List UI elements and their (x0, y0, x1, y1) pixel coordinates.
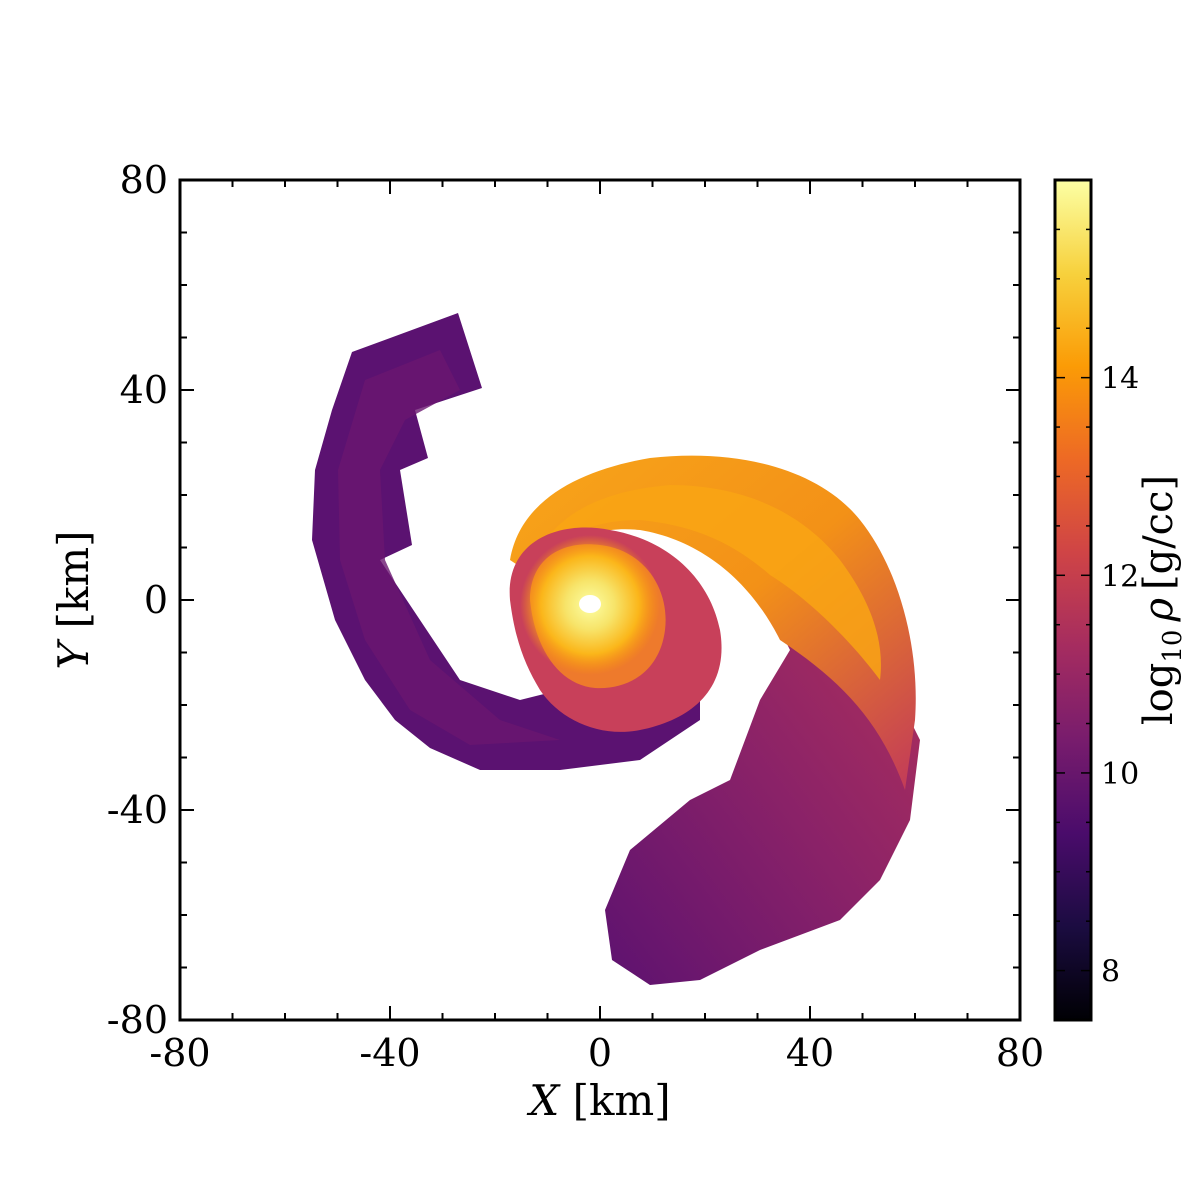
y-tick-label: -40 (107, 788, 168, 832)
x-axis-ticks: -80 -40 0 40 80 (149, 180, 1044, 1075)
y-tick-label: 80 (120, 158, 168, 202)
colorbar (1053, 178, 1093, 1022)
y-tick-label: 40 (120, 368, 168, 412)
cb-tick-label: 14 (1101, 362, 1139, 397)
density-field (312, 313, 920, 985)
y-tick-label: 0 (144, 578, 168, 622)
cb-tick-label: 8 (1101, 955, 1120, 990)
x-tick-label: -40 (359, 1031, 420, 1075)
x-tick-label: -80 (149, 1031, 210, 1075)
y-axis-ticks: -80 -40 0 40 80 (107, 158, 1020, 1042)
colorbar-ticks: 8 10 12 14 (1055, 228, 1139, 990)
x-axis-title: X [km] (526, 1076, 670, 1125)
core-peak (579, 595, 601, 613)
cb-tick-label: 12 (1101, 559, 1139, 594)
inner-arm-highlight (535, 485, 881, 680)
colorbar-title: log10ρ[g/cc] (1136, 475, 1188, 725)
cb-tick-label: 10 (1101, 757, 1139, 792)
x-tick-label: 0 (588, 1031, 612, 1075)
y-axis-title: Y [km] (49, 530, 98, 669)
y-tick-label: -80 (107, 998, 168, 1042)
outer-arm-upper-left-inner (338, 350, 560, 745)
x-tick-label: 80 (996, 1031, 1044, 1075)
x-tick-label: 40 (786, 1031, 834, 1075)
